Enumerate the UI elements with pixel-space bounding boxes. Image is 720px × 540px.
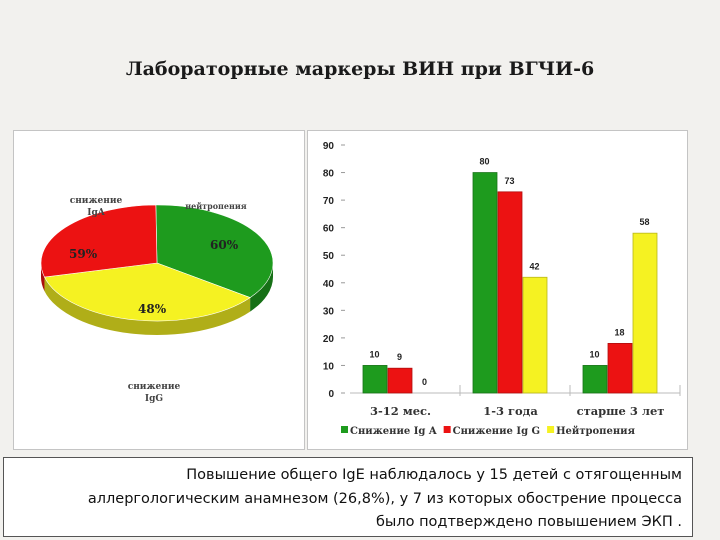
bar-data-label: 9 [397,352,402,362]
pie-category-label: нейтропения [185,201,247,211]
legend-swatch [443,426,451,433]
pie-category-label: снижение IgG [128,382,181,404]
x-category-label: 3-12 мес. [370,404,431,418]
y-tick-label: 20 [323,334,335,345]
legend-swatch [547,426,555,433]
bar-data-label: 42 [529,261,539,271]
y-tick-label: 30 [323,306,335,317]
bar [607,342,633,394]
bar-chart-panel: 0 10 20 30 40 50 60 70 80 90 10 9 0 3-12 мес. 80 73 42 1-… [307,130,688,450]
pie-chart-panel: 59% 60% 48% снижение IgA нейтропения снижение I… [13,130,305,450]
legend-label: Нейтропения [556,426,636,437]
note-line: было подтверждено повышением ЭКП . [375,514,682,530]
note-box: Повышение общего IgE наблюдалось у 15 де… [3,457,693,537]
y-tick-label: 70 [323,196,335,207]
pie-slice-side [41,263,45,292]
pie-category-label: снижение IgA [70,196,123,218]
pie-chart: 59% 60% 48% снижение IgA нейтропения снижение I… [40,196,274,404]
bar-data-label: 73 [504,176,514,186]
bar [582,365,608,394]
legend-label: Снижение Ig G [453,426,540,437]
note-line: Повышение общего IgE наблюдалось у 15 де… [186,467,682,483]
pie-value-label: 59% [69,247,98,261]
pie-slice-side [44,277,251,335]
bar [472,172,498,394]
y-tick-label: 90 [323,141,335,152]
bar [497,191,523,394]
bar [387,367,413,394]
note-line: аллергологическим анамнезом (26,8%), у 7… [87,490,682,507]
y-tick-label: 0 [328,389,334,400]
bar [522,276,548,394]
pie-slice [155,204,274,298]
bar-data-label: 18 [614,327,624,337]
slide-title: Лабораторные маркеры ВИН при ВГЧИ-6 [125,58,595,80]
bar-data-label: 58 [639,217,649,227]
bar-data-label: 0 [422,377,427,387]
pie-value-label: 48% [138,302,167,316]
y-tick-label: 80 [323,169,335,180]
pie-slice-side [250,263,273,312]
bar-data-label: 80 [479,157,489,167]
legend-label: Снижение Ig A [350,426,437,437]
bar-data-label: 10 [589,349,599,359]
bar [632,232,658,394]
x-category-label: старше 3 лет [577,404,665,418]
pie-slice [44,262,251,322]
y-tick-label: 60 [323,224,335,235]
y-tick-label: 50 [323,251,335,262]
bar [362,365,388,394]
pie-slice [40,204,158,278]
y-tick-label: 10 [323,361,335,372]
x-category-label: 1-3 года [483,404,538,418]
legend-swatch [341,426,348,433]
pie-value-label: 60% [210,238,239,252]
y-tick-label: 40 [323,279,335,290]
bar-data-label: 10 [369,349,379,359]
